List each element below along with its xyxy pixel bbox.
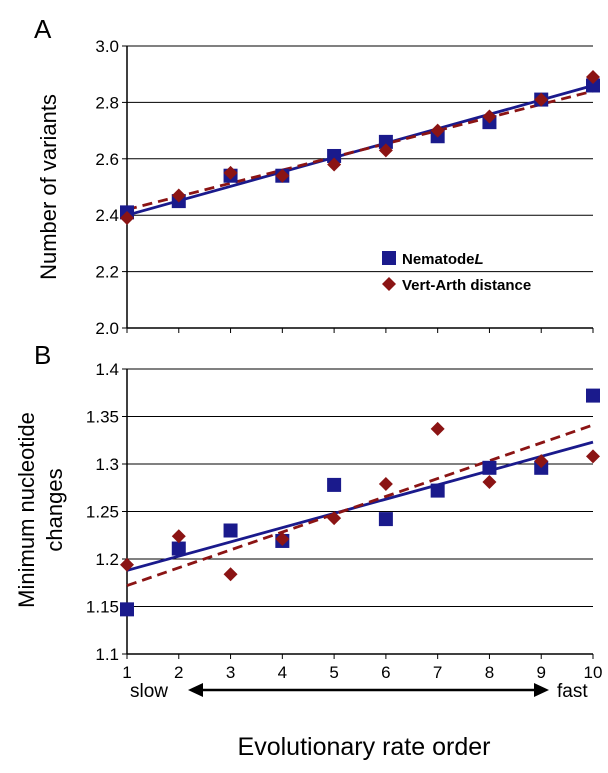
y-tick-label: 1.3 bbox=[95, 455, 119, 474]
point-vert-arth bbox=[482, 109, 497, 124]
point-vert-arth bbox=[223, 567, 238, 582]
y-tick-label: 1.2 bbox=[95, 550, 119, 569]
point-vert-arth bbox=[378, 143, 393, 158]
x-tick-label: 9 bbox=[536, 663, 545, 682]
point-vert-arth bbox=[327, 157, 342, 172]
y-tick-label: 3.0 bbox=[95, 37, 119, 56]
x-axis-title: Evolutionary rate order bbox=[238, 733, 491, 761]
point-vert-arth bbox=[586, 449, 600, 464]
panel-letter-b: B bbox=[34, 340, 51, 370]
point-nematode bbox=[378, 134, 393, 149]
point-vert-arth bbox=[430, 123, 445, 138]
legend-nematode-label: NematodeL bbox=[402, 251, 484, 268]
point-nematode bbox=[586, 388, 600, 403]
legend: NematodeL Vert-Arth distance bbox=[382, 251, 531, 294]
point-vert-arth bbox=[171, 529, 186, 544]
x-tick-label: 6 bbox=[381, 663, 390, 682]
legend-diamond-marker bbox=[382, 277, 396, 291]
panel-a-ylabel: Number of variants bbox=[36, 94, 61, 280]
x-tick-label: 8 bbox=[485, 663, 494, 682]
y-tick-label: 2.4 bbox=[95, 206, 119, 225]
panel-b-ylabel-line2: changes bbox=[42, 468, 67, 551]
point-nematode bbox=[586, 78, 600, 93]
point-nematode bbox=[327, 148, 342, 163]
y-tick-label: 1.4 bbox=[95, 360, 119, 379]
point-nematode bbox=[171, 541, 186, 556]
point-vert-arth bbox=[586, 70, 600, 85]
y-tick-label: 1.15 bbox=[86, 598, 119, 617]
point-nematode bbox=[482, 460, 497, 475]
rate-arrow bbox=[188, 683, 549, 697]
point-vert-arth bbox=[120, 211, 134, 226]
point-vert-arth bbox=[275, 168, 290, 183]
point-nematode bbox=[120, 602, 134, 617]
slow-label: slow bbox=[130, 681, 168, 702]
x-tick-label: 10 bbox=[584, 663, 603, 682]
point-vert-arth bbox=[327, 511, 342, 526]
panel-a-plot: 2.0 2.2 2.4 2.6 2.8 3.0 bbox=[95, 37, 600, 338]
point-nematode bbox=[327, 477, 342, 492]
point-nematode bbox=[430, 483, 445, 498]
y-tick-label: 2.6 bbox=[95, 150, 119, 169]
fast-label: fast bbox=[557, 681, 588, 702]
x-tick-label: 3 bbox=[226, 663, 235, 682]
trendline-vert-arth bbox=[126, 89, 594, 211]
y-tick-label: 2.2 bbox=[95, 263, 119, 282]
point-nematode bbox=[378, 512, 393, 527]
arrow-right-head bbox=[534, 683, 549, 697]
x-tick-label: 2 bbox=[174, 663, 183, 682]
y-tick-label: 1.35 bbox=[86, 408, 119, 427]
point-vert-arth bbox=[223, 165, 238, 180]
y-tick-label: 2.8 bbox=[95, 93, 119, 112]
point-vert-arth bbox=[534, 454, 549, 469]
y-tick-label: 2.0 bbox=[95, 319, 119, 338]
y-tick-label: 1.25 bbox=[86, 503, 119, 522]
legend-square-marker bbox=[382, 251, 396, 265]
point-vert-arth bbox=[430, 421, 445, 436]
point-vert-arth bbox=[120, 557, 134, 572]
panel-b-plot: 1.1 1.15 1.2 1.25 1.3 1.35 1.4 1 2 3 4 5 6 7 8 9 10 bbox=[86, 360, 603, 682]
point-vert-arth bbox=[482, 475, 497, 490]
point-vert-arth bbox=[378, 476, 393, 491]
legend-vert-arth-label: Vert-Arth distance bbox=[402, 277, 531, 294]
panel-b-ylabel-line1: Minimum nucleotide bbox=[14, 412, 39, 608]
point-nematode bbox=[223, 523, 238, 538]
x-tick-label: 5 bbox=[329, 663, 338, 682]
point-vert-arth bbox=[275, 532, 290, 547]
panel-letter-a: A bbox=[34, 14, 52, 44]
point-vert-arth bbox=[534, 92, 549, 107]
x-tick-label: 7 bbox=[433, 663, 442, 682]
x-tick-label: 4 bbox=[278, 663, 287, 682]
y-tick-label: 1.1 bbox=[95, 645, 119, 664]
x-tick-label: 1 bbox=[122, 663, 131, 682]
point-vert-arth bbox=[171, 188, 186, 203]
trendline-vert-arth bbox=[126, 423, 594, 587]
arrow-left-head bbox=[188, 683, 203, 697]
